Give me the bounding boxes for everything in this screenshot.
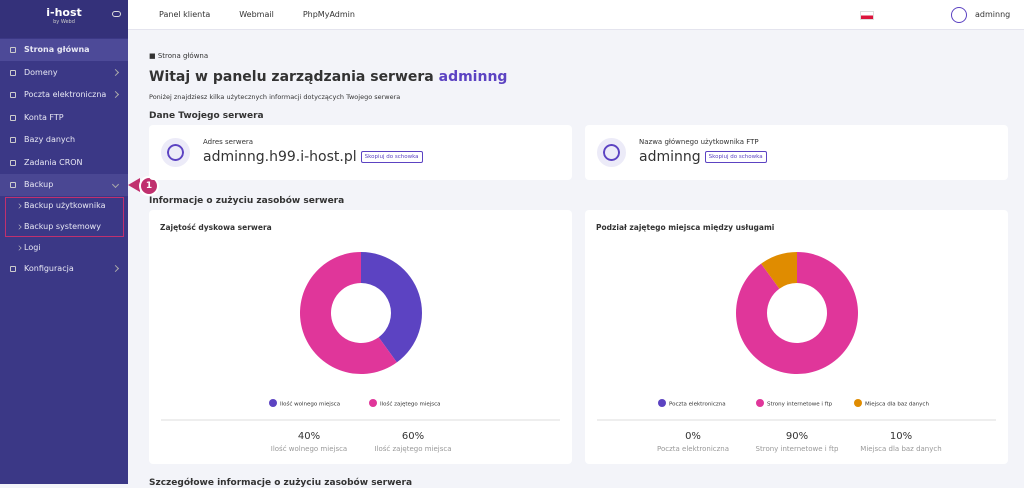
menu-item[interactable]: Backup [0, 174, 128, 196]
menu-label: Zadania CRON [24, 158, 83, 167]
sidebar: i-host by Webd Strona główna Domeny Poczta… [0, 0, 128, 484]
menu-label: Domeny [24, 68, 58, 77]
title: Witaj w panelu zarządzania serwera [149, 69, 434, 85]
menu-item[interactable]: Backup użytkownika [0, 195, 128, 217]
chevron [111, 264, 120, 273]
logo[interactable]: i-host by Webd [0, 0, 128, 38]
section-title: Szczegółowe informacje o zużyciu zasobów… [149, 478, 413, 488]
subtitle: Poniżej znajdziesz kilka użytecznych inf… [149, 93, 401, 101]
top-link[interactable]: Panel klienta [159, 10, 211, 19]
topbar: Panel klienta Webmail PhpMyAdmin adminng [128, 0, 1024, 30]
chevron [111, 68, 120, 77]
menu-label: Konta FTP [24, 113, 64, 122]
chevron [111, 90, 120, 99]
toggle[interactable] [112, 11, 121, 17]
card-label: Adres serwera [203, 138, 254, 146]
chart-card [585, 210, 1008, 464]
menu-label: Strona główna [24, 45, 90, 54]
menu-item[interactable]: Konta FTP [0, 107, 128, 129]
menu-item[interactable]: Poczta elektroniczna [0, 84, 128, 106]
chart-card [149, 210, 572, 464]
breadcrumb-text: Strona główna [157, 52, 209, 60]
menu-label: Logi [24, 243, 41, 252]
menu-item[interactable]: Bazy danych [0, 129, 128, 151]
menu-item[interactable]: Zadania CRON [0, 152, 128, 174]
menu-label: Backup użytkownika [24, 201, 106, 210]
title-user: adminng [438, 69, 508, 85]
top-links: Panel klienta Webmail PhpMyAdmin [148, 10, 373, 19]
value: adminng.h99.i-host.pl [203, 149, 357, 165]
page-title: Witaj w panelu zarządzania serwera admin… [149, 69, 507, 85]
logo-sub: by Webd [53, 19, 75, 25]
info-card: Adres serwera adminng.h99.i-host.pl Skopiu… [149, 125, 572, 180]
menu-icon [10, 47, 16, 53]
menu-icon [10, 92, 16, 98]
menu-label: Backup [24, 180, 54, 189]
menu-icon [10, 182, 16, 188]
menu-item[interactable]: Domeny [0, 62, 128, 84]
section-title: Informacje o zużyciu zasobów serwera [149, 196, 345, 206]
menu-item[interactable]: Backup systemowy [0, 216, 128, 238]
menu-label: Konfiguracja [24, 264, 74, 273]
menu-item[interactable]: Konfiguracja [0, 258, 128, 280]
highlight-box [5, 197, 124, 237]
menu-label: Poczta elektroniczna [24, 90, 107, 99]
card-value: adminng.h99.i-host.pl Skopiuj do schowka [203, 149, 423, 165]
breadcrumb[interactable]: ■ Strona główna [149, 52, 209, 60]
sub-chevron [16, 245, 22, 251]
card-icon [597, 138, 626, 167]
flag[interactable] [860, 11, 874, 20]
value: adminng [639, 149, 701, 165]
menu-icon [10, 160, 16, 166]
card-icon [161, 138, 190, 167]
card-label: Nazwa głównego użytkownika FTP [639, 138, 759, 146]
menu-icon [10, 266, 16, 272]
section-title: Dane Twojego serwera [149, 111, 264, 121]
menu-label: Bazy danych [24, 135, 76, 144]
avatar[interactable] [951, 7, 967, 23]
user-name[interactable]: adminng [975, 10, 1011, 19]
menu-icon [10, 115, 16, 121]
menu-icon [10, 137, 16, 143]
menu-label: Backup systemowy [24, 222, 101, 231]
menu-item[interactable]: Logi [0, 237, 128, 259]
menu-item[interactable]: Strona główna [0, 39, 128, 61]
info-card: Nazwa głównego użytkownika FTP adminng Sko… [585, 125, 1008, 180]
annotation-arrow [128, 178, 140, 192]
top-link[interactable]: Webmail [239, 10, 274, 19]
chevron [111, 180, 120, 189]
logo-text: i-host [46, 6, 82, 19]
menu-icon [10, 70, 16, 76]
copy-button[interactable]: Skopiuj do schowka [704, 151, 767, 163]
copy-button[interactable]: Skopiuj do schowka [360, 151, 423, 163]
card-value: adminng Skopiuj do schowka [639, 149, 767, 165]
top-link[interactable]: PhpMyAdmin [302, 10, 355, 19]
